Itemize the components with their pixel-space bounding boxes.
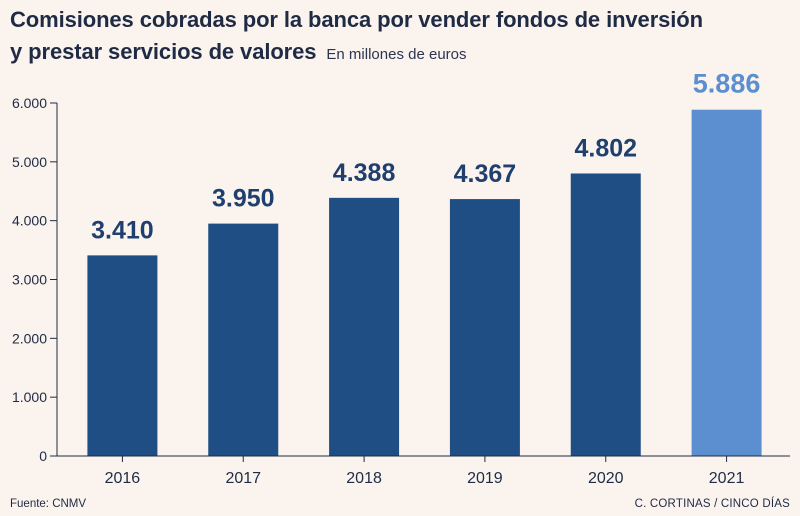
x-tick-label: 2017 [225,470,261,487]
bar-value-label: 3.410 [91,216,154,244]
y-tick-label: 6.000 [12,95,47,111]
chart-title-line-2: y prestar servicios de valores En millone… [10,36,790,71]
chart-title-line-1: Comisiones cobradas por la banca por ven… [10,7,703,32]
bar [208,223,279,456]
credit-note: C. CORTINAS / CINCO DÍAS [634,498,790,510]
chart-subtitle: En millones de euros [326,46,467,63]
x-tick-label: 2020 [588,470,624,487]
bar [570,173,641,456]
y-tick-label: 4.000 [12,213,47,229]
source-note: Fuente: CNMV [10,498,87,510]
chart-title-line-2-text: y prestar servicios de valores [10,39,317,64]
bar-value-label: 4.802 [574,134,637,162]
bar [87,255,158,456]
y-tick-label: 3.000 [12,272,47,288]
bar-value-label: 4.388 [333,159,396,187]
y-tick-label: 2.000 [12,330,47,346]
chart-title-block: Comisiones cobradas por la banca por ven… [10,4,790,71]
x-tick-label: 2016 [105,470,141,487]
bar-value-label: 4.367 [454,160,517,188]
y-tick-label: 1.000 [12,389,47,405]
x-tick-label: 2021 [709,470,745,487]
x-tick-label: 2018 [346,470,382,487]
bar [449,199,520,456]
bar-value-label: 5.886 [693,69,761,99]
y-tick-label: 0 [39,448,47,464]
bar [329,197,400,456]
x-tick-label: 2019 [467,470,503,487]
bar [691,109,762,456]
bar-value-label: 3.950 [212,185,275,213]
y-tick-label: 5.000 [12,154,47,170]
